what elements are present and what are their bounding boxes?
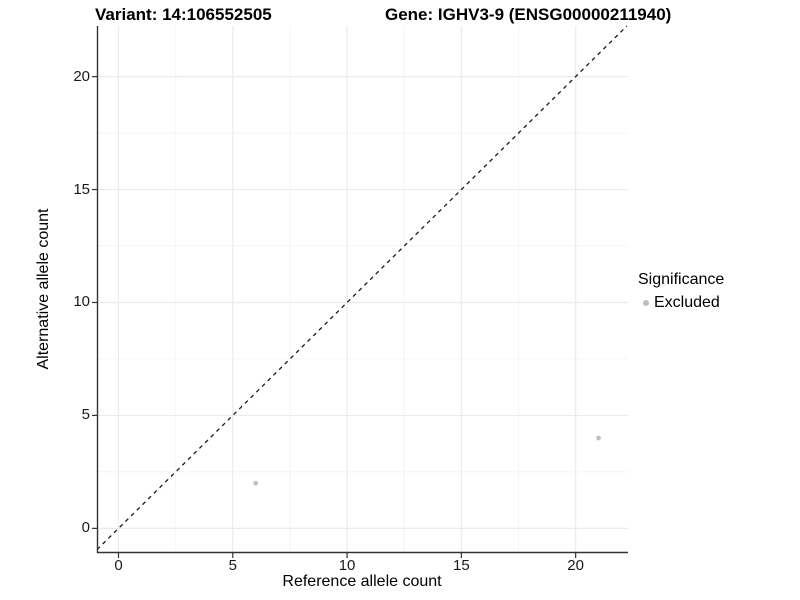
y-axis-title: Alternative allele count [35,208,52,370]
legend-entry-excluded: Excluded [638,293,724,312]
y-tick-label: 15 [73,180,90,198]
excluded-point-icon [643,299,649,306]
y-tick-label: 5 [81,406,90,424]
x-tick-label: 20 [567,557,584,574]
legend: Significance Excluded [638,270,724,312]
y-tick-label: 0 [81,519,90,537]
legend-entry-label: Excluded [654,293,720,311]
y-tick-label: 20 [73,67,90,85]
legend-title: Significance [638,271,725,288]
x-tick-label: 10 [338,557,356,574]
x-tick-label: 15 [453,557,470,574]
identity-dashed-line [96,25,628,551]
gene-title: Gene: IGHV3-9 (ENSG00000211940) [385,5,672,24]
data-point [596,435,601,441]
x-axis-title: Reference allele count [282,573,442,590]
plot-panel [92,25,628,558]
x-tick-label: 0 [114,557,123,574]
data-point [253,480,259,486]
variant-title: Variant: 14:106552505 [95,5,272,24]
y-tick-label: 10 [73,293,90,311]
x-tick-label: 5 [228,557,237,574]
